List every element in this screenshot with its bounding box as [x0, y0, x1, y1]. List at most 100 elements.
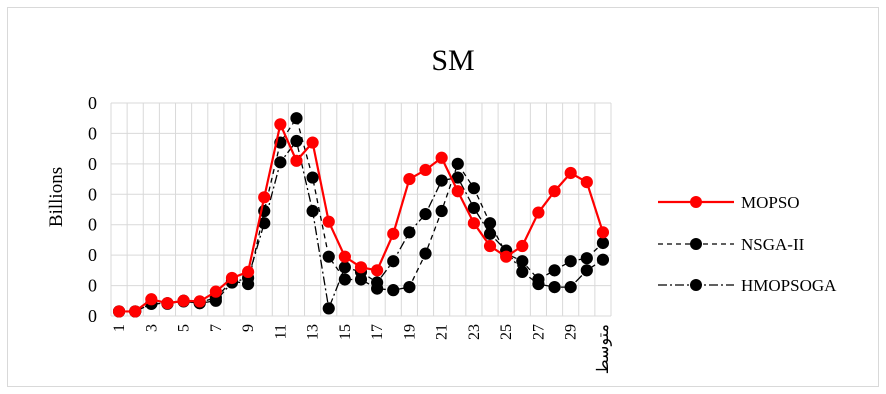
legend-marker [690, 279, 702, 291]
x-tick-label: 1 [111, 324, 128, 332]
y-tick-label: 0 [88, 184, 97, 204]
data-point [500, 250, 513, 263]
data-point [322, 215, 335, 228]
data-point [209, 285, 222, 298]
data-point [338, 261, 351, 274]
legend-marker [690, 238, 702, 250]
data-point [193, 295, 206, 308]
y-tick-label: 0 [88, 276, 97, 296]
y-tick-label: 0 [88, 215, 97, 235]
data-point [177, 294, 190, 307]
y-tick-label: 0 [88, 123, 97, 143]
data-point [451, 185, 464, 198]
x-tick-label: 13 [305, 324, 322, 340]
data-point [564, 280, 577, 294]
y-tick-label: 0 [88, 245, 97, 265]
data-point [290, 112, 303, 125]
data-point [548, 264, 561, 277]
data-point [435, 151, 448, 164]
data-point [241, 265, 255, 278]
legend-item-hmopsoga: HMOPSOGA [658, 276, 837, 295]
data-point [596, 253, 610, 266]
data-point [306, 204, 319, 218]
chart-title: SM [431, 44, 474, 77]
data-point [387, 255, 400, 268]
data-point [306, 136, 319, 149]
legend: MOPSO NSGA-II HMOPSOGA [658, 193, 837, 295]
x-tick-label: 21 [434, 324, 451, 340]
data-point [419, 207, 432, 221]
x-tick-label: 3 [143, 324, 160, 332]
legend-label: NSGA-II [741, 235, 805, 254]
x-tick-label: 25 [498, 324, 515, 340]
data-point [403, 172, 416, 186]
data-point [354, 273, 368, 286]
x-tick-label: 9 [240, 324, 257, 332]
data-point [516, 255, 529, 268]
data-point [435, 204, 448, 218]
x-tick-label: متوسط [595, 324, 612, 374]
series-group [112, 112, 610, 318]
x-tick-label: 29 [563, 324, 580, 340]
data-point [322, 250, 335, 263]
data-point [580, 264, 593, 277]
series-hmopsoga [112, 134, 610, 318]
data-point [419, 247, 432, 260]
data-point [516, 265, 529, 278]
data-point [483, 217, 497, 230]
data-point [258, 191, 271, 204]
y-tick-label: 0 [88, 154, 97, 174]
data-point [548, 185, 561, 198]
data-point [403, 280, 416, 294]
y-tick-label: 0 [88, 306, 97, 326]
data-point [322, 302, 335, 315]
x-tick-label: 17 [369, 324, 386, 340]
x-tick-label: 15 [337, 324, 354, 340]
data-point [532, 273, 545, 286]
data-point [467, 201, 481, 215]
y-axis-label: Billions [46, 167, 67, 227]
data-point [241, 277, 255, 291]
data-point [403, 226, 416, 239]
data-point [274, 118, 287, 131]
data-point [467, 217, 481, 230]
data-point [564, 166, 577, 180]
data-point [306, 171, 319, 184]
data-point [467, 182, 481, 195]
data-point [354, 261, 368, 274]
data-point [483, 239, 497, 253]
data-point [225, 271, 239, 285]
x-tick-label: 23 [466, 324, 483, 340]
x-axis-ticks: 1 3 5 7 9 11 13 15 17 19 21 23 25 27 29 متوسط [111, 324, 612, 374]
data-point [548, 280, 561, 294]
data-point [338, 250, 351, 263]
legend-marker [690, 196, 702, 208]
x-tick-label: 19 [401, 324, 418, 340]
data-point [564, 255, 577, 268]
data-point [419, 163, 432, 177]
series-mopso [112, 118, 610, 318]
legend-item-mopso: MOPSO [658, 193, 800, 212]
data-point [145, 293, 158, 306]
data-point [274, 156, 287, 169]
data-point [112, 305, 126, 318]
data-point [161, 297, 174, 310]
data-point [371, 282, 384, 295]
data-point [129, 305, 142, 318]
y-axis-ticks: 0 0 0 0 0 0 0 0 [88, 93, 97, 326]
data-point [596, 236, 610, 250]
data-point [516, 239, 529, 253]
x-tick-label: 11 [272, 324, 289, 339]
data-point [290, 134, 303, 148]
data-point [435, 174, 448, 187]
gridlines [110, 102, 612, 317]
data-point [387, 227, 400, 240]
data-point [451, 157, 464, 170]
data-point [371, 264, 384, 277]
legend-label: MOPSO [741, 193, 800, 212]
legend-label: HMOPSOGA [741, 276, 837, 295]
data-point [580, 252, 593, 265]
data-point [532, 206, 545, 219]
